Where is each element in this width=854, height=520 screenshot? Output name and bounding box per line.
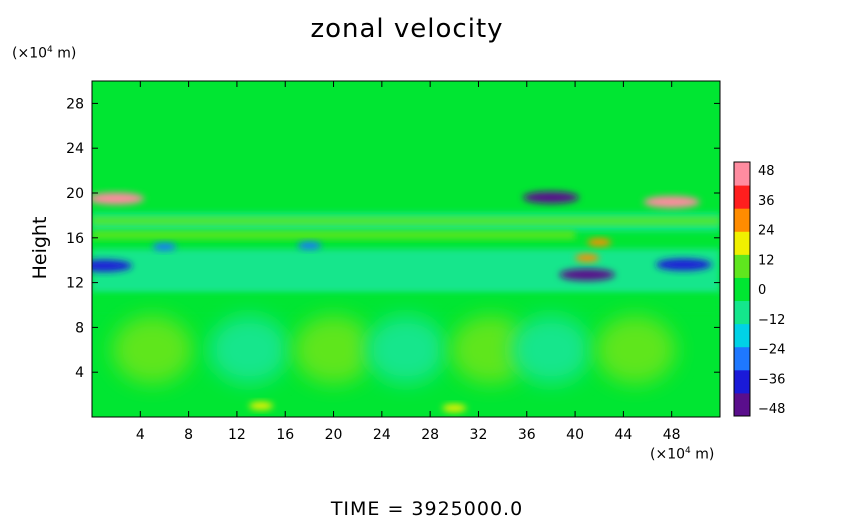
colorbar-label: 24 [758,224,775,239]
x-tick-label: 36 [518,427,536,443]
velocity-feature [587,238,612,247]
x-tick-label: 4 [136,427,145,443]
velocity-feature [559,268,616,281]
y-tick-label: 8 [75,320,84,336]
y-tick-label: 24 [66,141,84,157]
chart-title: zonal velocity [310,14,504,44]
x-axis-ticks: 4 8 12 16 20 24 28 32 36 40 44 48 [136,81,681,443]
velocity-feature [92,259,133,272]
heatmap-field [92,81,720,417]
x-tick-label: 32 [470,427,488,443]
colorbar-frame [733,161,751,417]
velocity-feature [442,404,467,413]
velocity-band [92,217,720,225]
velocity-feature [575,253,600,262]
colorbar-swatch [734,323,750,348]
colorbar-label: −24 [758,343,785,358]
velocity-lobe [595,315,676,384]
colorbar-swatch [734,392,750,417]
colorbar-swatch [734,277,750,302]
velocity-feature [643,195,700,208]
velocity-band [92,249,720,294]
colorbar-label: 0 [758,283,766,298]
colorbar-label: 36 [758,194,775,209]
x-tick-label: 24 [373,427,391,443]
x-tick-label: 40 [566,427,584,443]
velocity-band [92,231,576,239]
velocity-lobe [366,315,446,384]
colorbar-swatch [734,231,750,255]
velocity-lobe [450,315,531,384]
y-axis-ticks: 4 8 12 16 20 24 28 [66,96,720,381]
velocity-lobe [293,315,374,384]
colorbar-label: −12 [758,313,785,328]
velocity-band [92,293,720,311]
x-tick-label: 20 [325,427,343,443]
colorbar-swatch [734,208,750,232]
velocity-feature [152,242,177,251]
y-axis-unit: (×104 m) [12,45,77,62]
velocity-lobe [112,315,193,384]
x-tick-label: 8 [184,427,193,443]
velocity-band [92,310,720,317]
time-readout: TIME = 3925000.0 [330,498,524,520]
velocity-feature [92,192,145,205]
y-tick-label: 4 [75,365,84,381]
velocity-feature [297,241,322,250]
colorbar-swatch [734,369,750,394]
y-tick-label: 16 [66,231,84,247]
x-tick-label: 44 [614,427,632,443]
x-axis-unit: (×104 m) [650,446,715,463]
colorbar-label: 48 [758,164,775,179]
colorbar-label: −36 [758,372,785,387]
x-tick-label: 48 [663,427,681,443]
colorbar-label: 12 [758,253,775,268]
y-tick-label: 20 [66,186,84,202]
colorbar-swatch [734,300,750,325]
colorbar: 48 36 24 12 0 −12 −24 −36 −48 [733,161,785,417]
velocity-feature [522,191,579,204]
velocity-lobe [209,315,289,384]
colorbar-swatch [734,162,750,186]
colorbar-label: −48 [758,402,785,417]
x-tick-label: 16 [276,427,294,443]
x-tick-label: 12 [228,427,246,443]
y-tick-label: 12 [66,276,84,292]
x-tick-label: 28 [421,427,439,443]
colorbar-swatch [734,254,750,278]
colorbar-swatch [734,346,750,371]
plot-frame [91,80,721,418]
velocity-lobe [510,315,591,384]
y-tick-label: 28 [66,96,84,112]
colorbar-swatch [734,185,750,209]
velocity-feature [655,258,712,271]
velocity-feature [249,401,274,410]
